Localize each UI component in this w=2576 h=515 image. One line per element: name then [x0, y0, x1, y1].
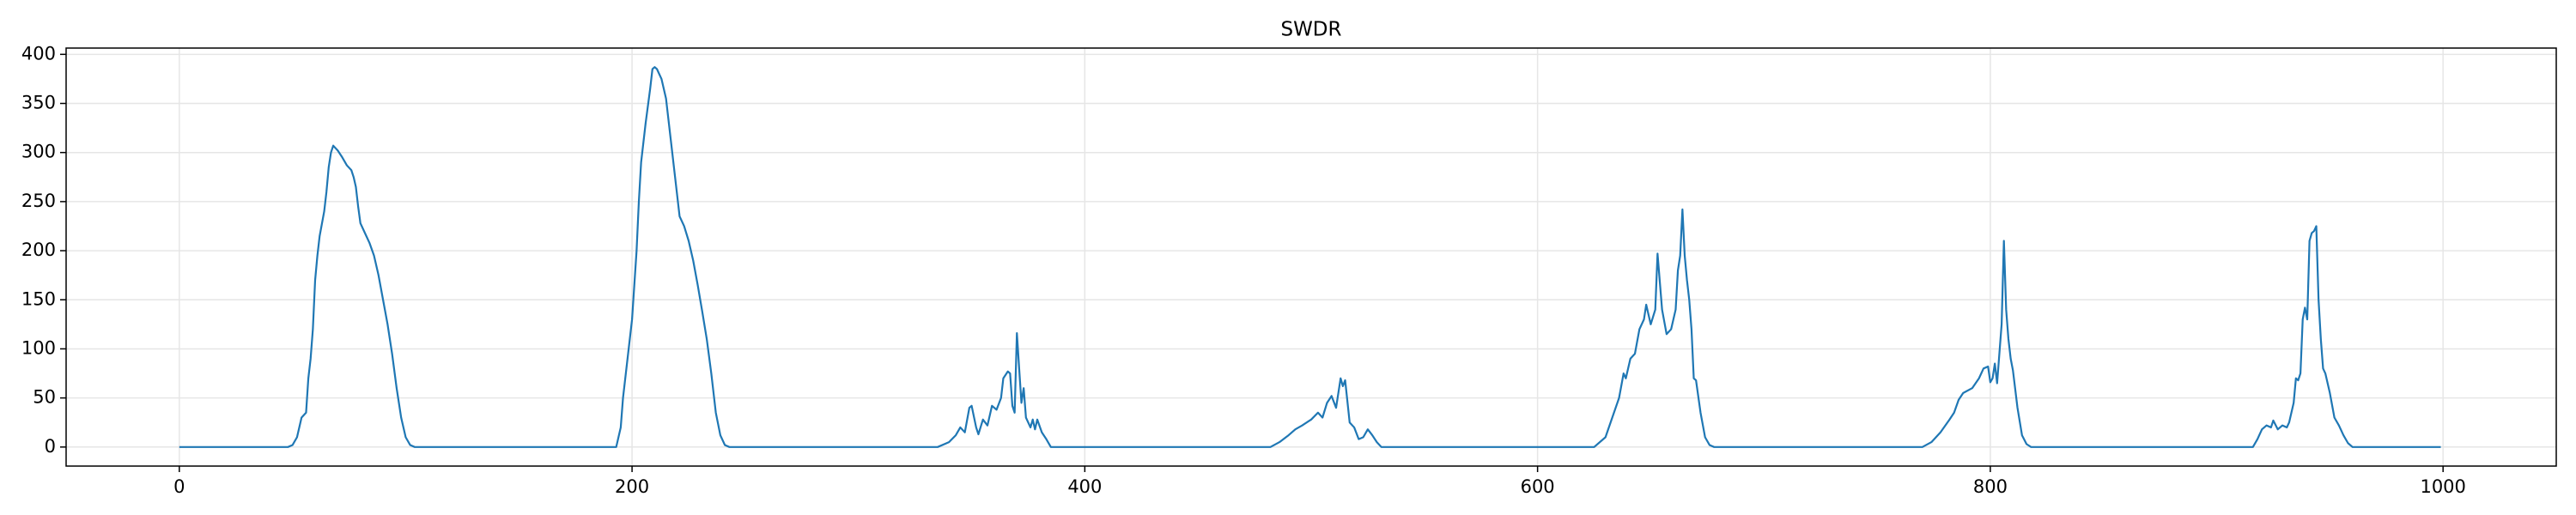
x-tick-label: 0: [173, 476, 185, 497]
y-tick-label: 350: [21, 93, 56, 113]
y-tick-label: 250: [21, 191, 56, 211]
y-tick-label: 100: [21, 337, 56, 358]
x-tick-label: 200: [615, 476, 649, 497]
x-tick-label: 1000: [2420, 476, 2465, 497]
y-tick-label: 400: [21, 43, 56, 64]
y-tick-label: 150: [21, 288, 56, 309]
y-tick-label: 0: [45, 436, 56, 457]
chart-title: SWDR: [1280, 19, 1341, 41]
x-tick-label: 400: [1067, 476, 1102, 497]
data-line: [179, 66, 2441, 448]
x-tick-label: 600: [1521, 476, 1555, 497]
y-tick-label: 300: [21, 142, 56, 162]
x-tick-label: 800: [1973, 476, 2008, 497]
plot-frame: [65, 47, 2557, 467]
y-tick-label: 200: [21, 239, 56, 260]
y-tick-label: 50: [33, 387, 56, 408]
